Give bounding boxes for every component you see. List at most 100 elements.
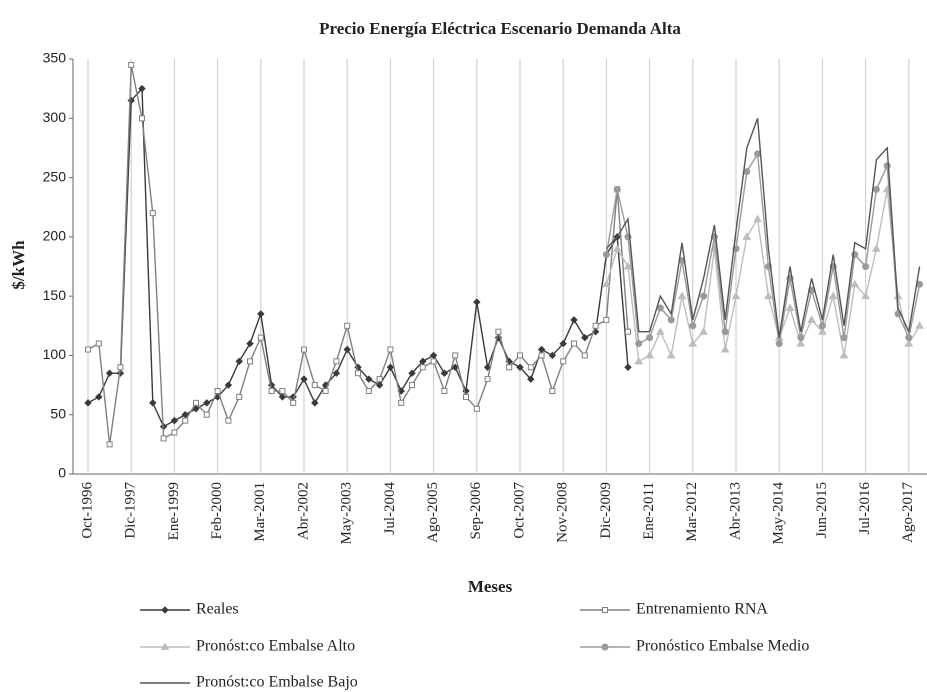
marker <box>699 327 708 335</box>
y-tick-label: 150 <box>43 287 67 303</box>
marker <box>592 322 599 329</box>
legend-label: Pronóst:co Embalse Alto <box>196 638 355 655</box>
marker <box>516 363 524 371</box>
x-tick-label: Sep-2006 <box>468 482 484 540</box>
marker <box>387 346 394 353</box>
marker <box>560 358 567 365</box>
x-tick-label: Dic-1997 <box>123 482 139 539</box>
marker <box>571 340 577 347</box>
marker <box>149 210 156 217</box>
x-tick-label: Ene-1999 <box>166 482 182 540</box>
marker <box>300 375 308 383</box>
marker <box>602 607 608 613</box>
marker <box>688 339 698 347</box>
marker <box>840 334 848 342</box>
marker <box>138 84 146 93</box>
x-tick-label: Ene-2011 <box>641 482 657 540</box>
marker <box>192 405 200 413</box>
x-tick-label: Dic-2009 <box>598 482 614 539</box>
marker <box>839 350 849 359</box>
marker <box>224 381 233 389</box>
marker <box>818 322 826 330</box>
marker <box>743 168 751 176</box>
series-line <box>605 189 921 363</box>
marker <box>646 334 654 342</box>
marker <box>602 279 611 288</box>
marker <box>290 399 297 406</box>
marker <box>720 345 730 353</box>
marker <box>278 393 287 401</box>
marker <box>904 339 914 347</box>
marker <box>95 340 102 347</box>
marker <box>203 399 211 407</box>
marker <box>170 416 179 425</box>
marker <box>376 376 383 383</box>
marker <box>386 363 395 371</box>
x-tick-label: Jul-2016 <box>857 482 873 535</box>
marker <box>235 357 243 366</box>
marker <box>84 399 92 407</box>
marker <box>570 316 578 324</box>
marker <box>355 370 361 377</box>
series-line <box>87 64 629 445</box>
x-tick-label: Nov-2008 <box>555 482 571 543</box>
x-tick-label: Feb-2000 <box>209 482 225 540</box>
marker <box>785 303 795 311</box>
marker <box>797 334 805 342</box>
marker <box>408 369 416 377</box>
marker <box>517 352 523 359</box>
marker <box>666 350 676 359</box>
marker <box>656 304 664 312</box>
marker <box>623 262 633 270</box>
marker <box>160 642 170 650</box>
marker <box>365 375 373 383</box>
series-line <box>605 118 921 338</box>
marker <box>149 399 157 407</box>
marker <box>602 251 610 259</box>
x-tick-label: Jun-2015 <box>814 482 830 538</box>
marker <box>656 327 665 335</box>
marker <box>117 364 124 371</box>
marker <box>742 232 752 240</box>
marker <box>872 185 880 193</box>
x-tick-label: Oct-1996 <box>79 482 95 539</box>
marker <box>429 351 438 360</box>
marker <box>344 322 351 329</box>
marker <box>764 291 773 300</box>
x-tick-label: May-2014 <box>771 482 787 545</box>
marker <box>700 292 708 300</box>
marker <box>441 388 448 394</box>
marker <box>105 369 114 377</box>
marker <box>796 339 806 347</box>
marker <box>905 334 913 342</box>
marker <box>398 399 405 406</box>
marker <box>171 429 178 436</box>
marker <box>612 244 622 252</box>
x-tick-label: Abr-2013 <box>727 482 743 540</box>
marker <box>601 643 609 651</box>
marker <box>333 358 340 365</box>
marker <box>775 340 783 348</box>
marker <box>473 405 480 412</box>
marker <box>645 350 654 359</box>
marker <box>225 417 232 424</box>
marker <box>625 328 631 335</box>
marker <box>613 185 621 193</box>
legend-label: Reales <box>196 601 239 618</box>
marker <box>915 321 924 329</box>
marker <box>862 263 870 270</box>
marker <box>495 328 502 335</box>
marker <box>872 244 881 252</box>
marker <box>731 291 741 300</box>
marker <box>861 291 870 300</box>
marker <box>182 417 189 424</box>
marker <box>667 316 675 324</box>
marker <box>635 340 643 348</box>
marker <box>559 339 567 348</box>
y-tick-label: 300 <box>43 109 67 125</box>
marker <box>257 334 264 341</box>
x-tick-label: Abr-2002 <box>295 482 311 540</box>
marker <box>332 369 341 377</box>
marker <box>850 279 860 288</box>
